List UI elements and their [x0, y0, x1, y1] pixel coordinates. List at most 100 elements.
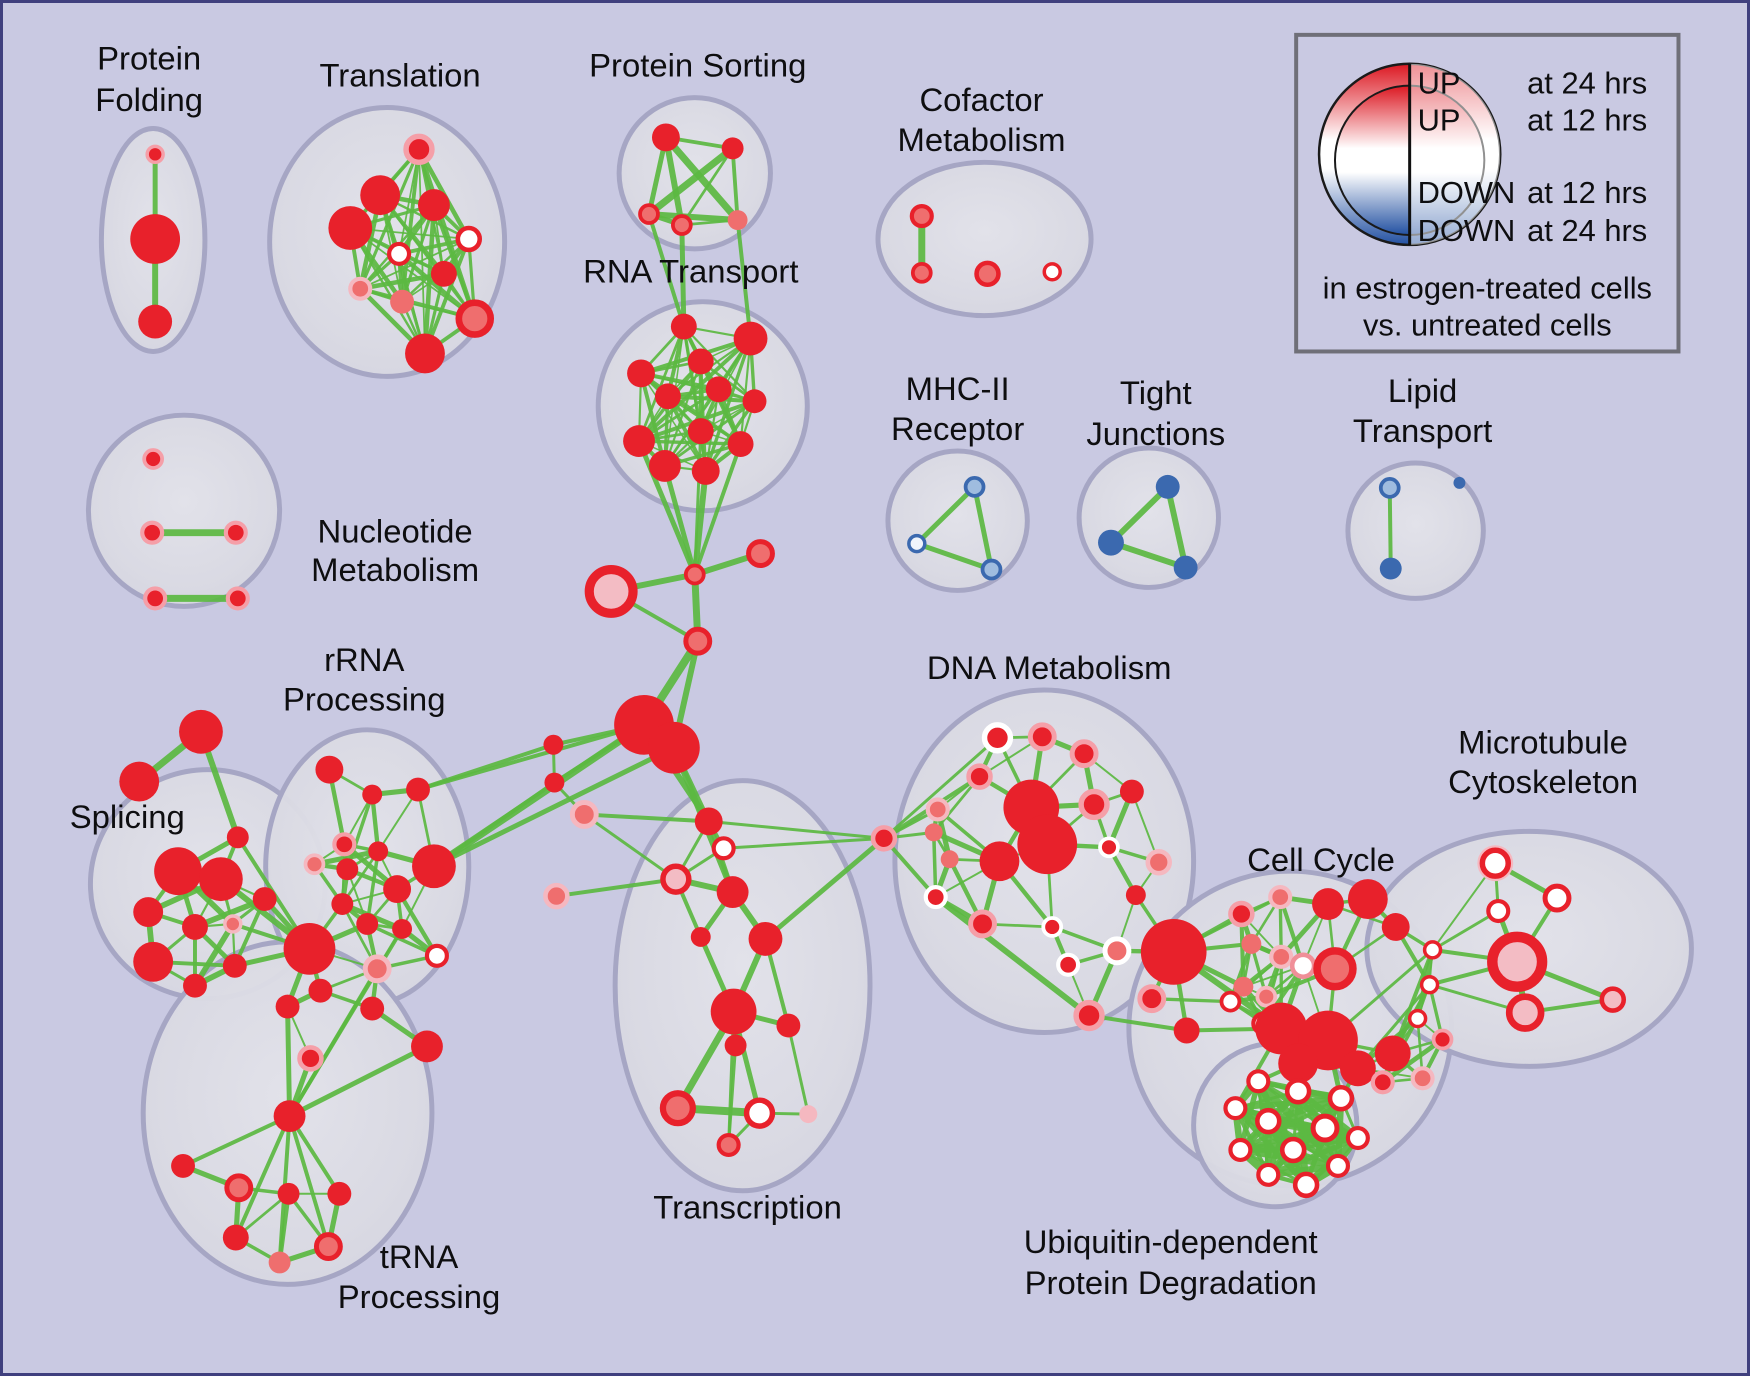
network-node-tn-8 — [275, 994, 300, 1019]
network-node-ch-5 — [647, 721, 700, 774]
network-node-rr-12 — [424, 943, 449, 968]
network-node-ub-0 — [1246, 1069, 1271, 1094]
network-node-tx-13 — [659, 1090, 696, 1127]
network-node-st-0 — [179, 709, 223, 754]
network-edge — [1232, 1095, 1344, 1111]
network-node-dn-11 — [1119, 779, 1144, 804]
legend-time-3: at 24 hrs — [1527, 213, 1647, 248]
network-edge — [640, 372, 756, 403]
network-node-nm-3 — [143, 586, 168, 611]
network-node-rr-9 — [331, 893, 354, 916]
network-node-tr-6 — [430, 260, 457, 287]
network-edge — [1431, 909, 1500, 952]
network-node-tx-11 — [776, 1013, 801, 1038]
cluster-label-rt-0: RNA Transport — [583, 252, 798, 289]
cluster-label-mt-0: Microtubule — [1458, 723, 1628, 760]
network-edge — [1387, 485, 1393, 571]
network-node-rt-5 — [705, 376, 732, 403]
network-node-rt-2 — [627, 359, 655, 388]
network-node-mt-1 — [1542, 883, 1572, 913]
network-node-dn-4 — [925, 797, 950, 822]
network-node-sp-2 — [133, 897, 164, 927]
network-node-tr-7 — [348, 276, 373, 301]
network-node-pf-2 — [138, 304, 173, 339]
network-node-cc-18 — [1407, 1008, 1428, 1029]
network-edge — [582, 812, 711, 824]
network-node-mhc-1 — [907, 533, 927, 554]
cluster-label-rr-0: rRNA — [324, 641, 404, 678]
network-node-cf-2 — [974, 260, 1001, 288]
network-node-cc-15 — [1339, 1050, 1376, 1087]
network-node-rr-5 — [336, 858, 359, 881]
network-node-dn-21 — [968, 909, 997, 939]
cluster-label-cc-0: Cell Cycle — [1247, 841, 1395, 878]
network-node-rr-11 — [392, 918, 413, 939]
cluster-label-tn-1: Processing — [338, 1278, 500, 1315]
network-node-rt-3 — [687, 348, 714, 375]
network-node-rr-14 — [283, 922, 336, 975]
network-node-tr-10 — [405, 333, 445, 374]
network-node-dn-10 — [1078, 788, 1110, 821]
network-node-tx-7 — [716, 876, 749, 909]
network-node-tr-4 — [455, 225, 483, 253]
network-node-lp-1 — [1379, 557, 1402, 580]
network-edge — [692, 442, 743, 577]
network-node-rt-4 — [654, 383, 681, 410]
network-node-cc-6 — [1289, 952, 1317, 980]
network-node-ub-7 — [1228, 1137, 1253, 1163]
network-node-rr-3 — [332, 832, 357, 857]
legend-box — [1294, 32, 1681, 354]
network-node-tr-0 — [403, 133, 435, 166]
network-edge — [287, 1043, 430, 1119]
network-edge — [1164, 483, 1189, 571]
network-node-sp-7 — [222, 953, 247, 978]
network-node-tj-2 — [1173, 555, 1198, 580]
network-node-dn-22 — [923, 885, 948, 910]
cluster-label-tr-0: Translation — [319, 56, 480, 93]
network-node-cc-4 — [1241, 933, 1262, 954]
network-edge — [349, 226, 427, 355]
network-node-tx-15 — [799, 1105, 818, 1124]
network-edge — [786, 1024, 810, 1116]
network-node-cc-24 — [1419, 974, 1440, 995]
network-edge — [972, 484, 994, 573]
network-edge — [358, 147, 421, 291]
network-node-dn-1 — [1027, 722, 1057, 752]
network-node-dn-5 — [924, 823, 943, 842]
cluster-label-ub-1: Protein Degradation — [1025, 1264, 1317, 1301]
network-node-mt-2 — [1486, 898, 1511, 924]
network-node-dn-9 — [979, 841, 1020, 882]
network-edge — [582, 812, 678, 881]
network-node-cc-1 — [1268, 885, 1293, 910]
network-node-tr-2 — [418, 189, 450, 222]
legend-direction-3: DOWN — [1418, 213, 1516, 248]
network-node-lp-0 — [1378, 477, 1401, 499]
network-node-rr-13 — [362, 954, 392, 984]
network-node-cc-19 — [1431, 1028, 1454, 1051]
cluster-ellipse-cf — [875, 159, 1094, 319]
network-node-tx-8 — [690, 926, 711, 947]
network-node-cf-1 — [910, 261, 933, 284]
network-node-tx-16 — [716, 1132, 741, 1158]
network-node-mhc-0 — [963, 476, 986, 498]
network-node-ch-3 — [683, 626, 713, 656]
network-node-ps-1 — [721, 137, 744, 160]
network-edge — [730, 146, 740, 222]
network-edge — [693, 429, 703, 576]
cluster-ellipse-tj — [1076, 445, 1221, 590]
network-node-rt-1 — [733, 321, 768, 356]
cluster-label-tj-0: Tight — [1120, 374, 1192, 411]
network-node-st-1 — [119, 761, 160, 802]
network-node-rr-0 — [315, 755, 344, 784]
network-node-rt-10 — [648, 450, 681, 482]
network-node-ps-0 — [651, 123, 680, 152]
network-edge — [914, 541, 994, 573]
network-node-tn-1 — [171, 1153, 195, 1178]
network-node-ub-2 — [1327, 1084, 1355, 1112]
network-edge — [1107, 539, 1189, 571]
legend-time-0: at 24 hrs — [1527, 66, 1647, 101]
network-edge — [704, 336, 753, 473]
network-node-rr-1 — [362, 784, 383, 805]
network-node-st-2 — [226, 826, 249, 849]
network-edge — [554, 877, 678, 899]
